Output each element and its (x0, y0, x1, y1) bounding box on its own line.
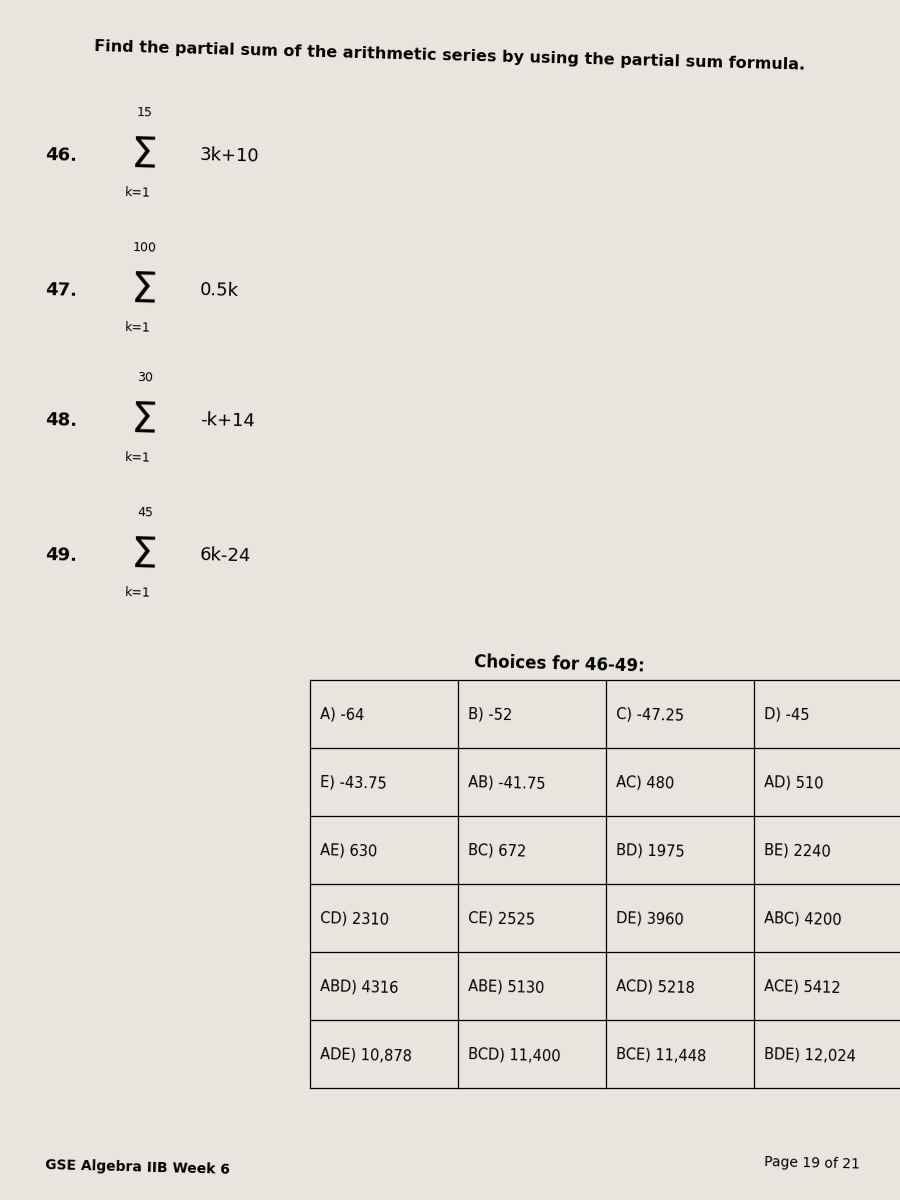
Text: Choices for 46-49:: Choices for 46-49: (474, 653, 645, 676)
Text: BCE) 11,448: BCE) 11,448 (616, 1046, 706, 1064)
Text: 3k+10: 3k+10 (200, 146, 260, 166)
Text: BC) 672: BC) 672 (468, 842, 526, 859)
Text: E) -43.75: E) -43.75 (320, 774, 387, 791)
Text: AC) 480: AC) 480 (616, 774, 674, 791)
Text: CE) 2525: CE) 2525 (468, 911, 535, 928)
Text: ACD) 5218: ACD) 5218 (616, 978, 695, 996)
Text: $\Sigma$: $\Sigma$ (130, 534, 157, 577)
Text: A) -64: A) -64 (320, 707, 365, 722)
Text: C) -47.25: C) -47.25 (616, 707, 684, 724)
Text: CD) 2310: CD) 2310 (320, 911, 389, 928)
Text: ABE) 5130: ABE) 5130 (468, 978, 544, 996)
Text: BDE) 12,024: BDE) 12,024 (764, 1046, 856, 1064)
Text: 0.5k: 0.5k (200, 281, 239, 300)
Text: $\Sigma$: $\Sigma$ (130, 400, 157, 442)
Text: D) -45: D) -45 (764, 707, 810, 722)
Text: 45: 45 (137, 506, 153, 520)
Text: k=1: k=1 (125, 586, 151, 600)
Text: ACE) 5412: ACE) 5412 (764, 978, 841, 996)
Text: BD) 1975: BD) 1975 (616, 842, 685, 859)
Text: -k+14: -k+14 (200, 412, 255, 431)
Text: 6k-24: 6k-24 (200, 546, 251, 565)
Text: AE) 630: AE) 630 (320, 842, 377, 859)
Text: B) -52: B) -52 (468, 707, 512, 722)
Text: k=1: k=1 (125, 451, 151, 464)
Text: BCD) 11,400: BCD) 11,400 (468, 1046, 561, 1064)
Text: 47.: 47. (45, 281, 77, 300)
Text: 30: 30 (137, 371, 153, 385)
Text: ADE) 10,878: ADE) 10,878 (320, 1046, 412, 1064)
Text: $\Sigma$: $\Sigma$ (130, 269, 157, 312)
Text: 49.: 49. (45, 546, 77, 565)
Text: DE) 3960: DE) 3960 (616, 911, 684, 928)
Text: Page 19 of 21: Page 19 of 21 (764, 1156, 860, 1172)
Text: 48.: 48. (45, 412, 77, 430)
Text: ABD) 4316: ABD) 4316 (320, 978, 399, 996)
Text: 100: 100 (133, 241, 158, 254)
Text: AD) 510: AD) 510 (764, 774, 824, 791)
Text: $\Sigma$: $\Sigma$ (130, 134, 157, 176)
Text: ABC) 4200: ABC) 4200 (764, 911, 842, 928)
Text: 46.: 46. (45, 146, 77, 164)
Text: k=1: k=1 (125, 186, 151, 200)
Text: 15: 15 (137, 107, 153, 120)
Text: AB) -41.75: AB) -41.75 (468, 774, 545, 792)
Text: Find the partial sum of the arithmetic series by using the partial sum formula.: Find the partial sum of the arithmetic s… (94, 38, 806, 72)
Text: k=1: k=1 (125, 322, 151, 335)
Text: BE) 2240: BE) 2240 (764, 842, 831, 859)
Text: GSE Algebra IIB Week 6: GSE Algebra IIB Week 6 (45, 1158, 230, 1177)
